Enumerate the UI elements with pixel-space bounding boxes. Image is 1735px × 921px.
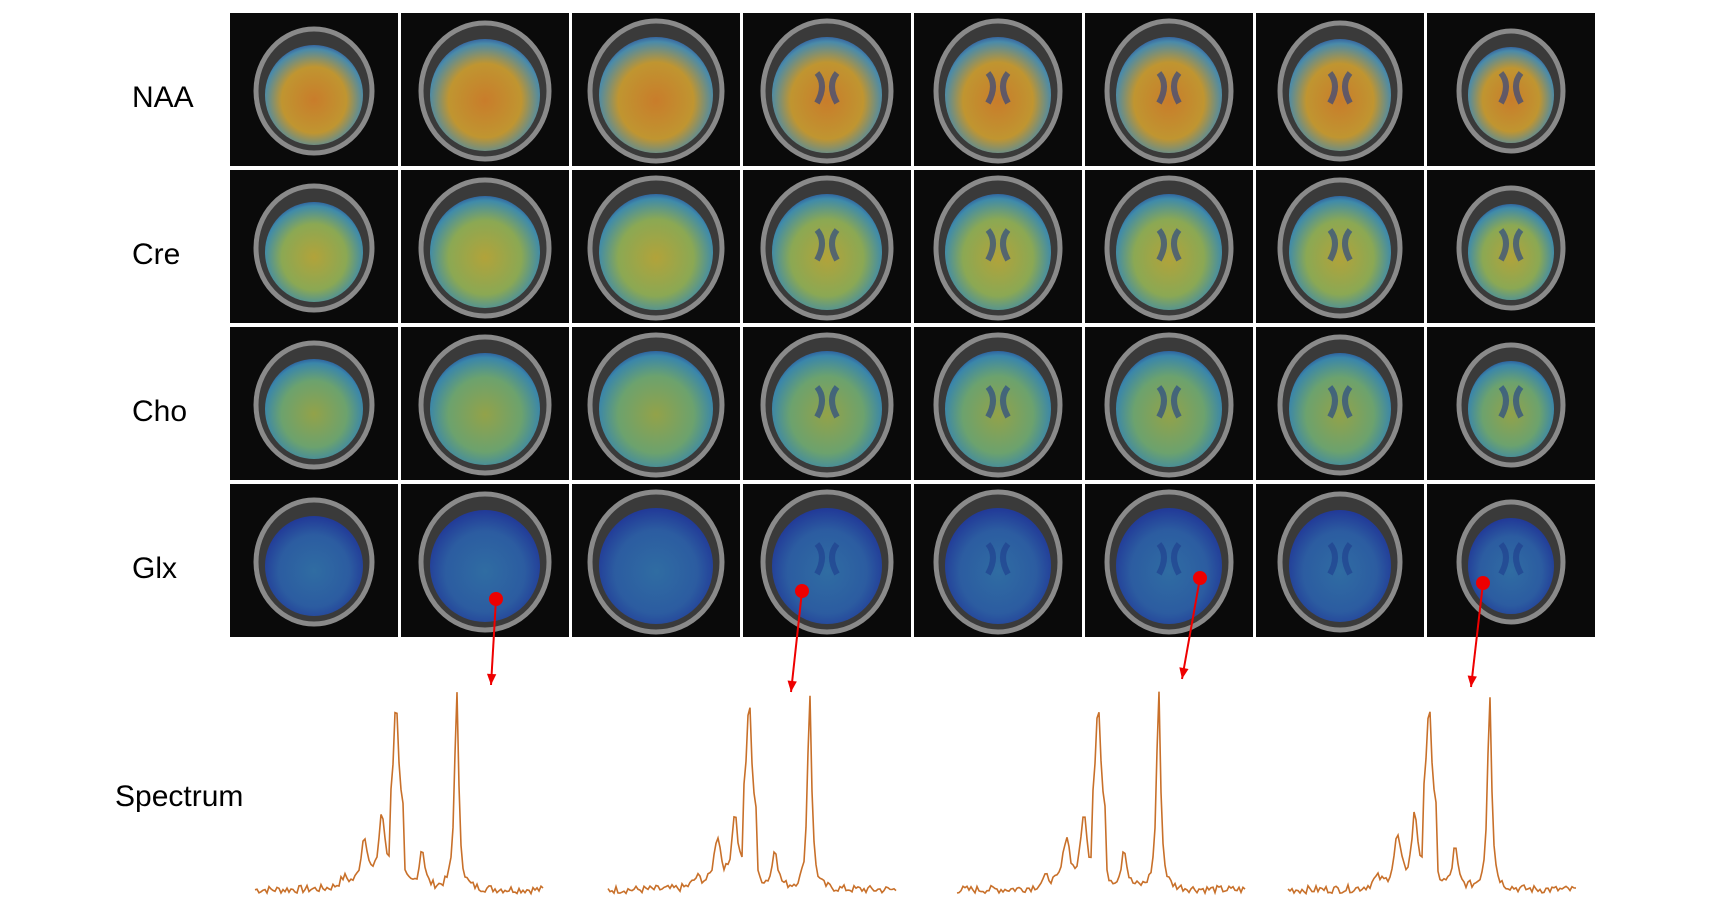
ventricle xyxy=(985,385,1011,419)
ventricle xyxy=(1498,542,1524,576)
metabolite-map xyxy=(1468,204,1554,300)
ventricle xyxy=(1327,385,1353,419)
row-label: Cho xyxy=(132,395,187,428)
ventricle xyxy=(1156,71,1182,105)
arrow-head xyxy=(486,673,497,685)
spectrum-line xyxy=(607,695,897,895)
metabolite-map xyxy=(265,516,363,616)
ventricle xyxy=(1156,385,1182,419)
metabolite-map xyxy=(265,202,363,302)
arrow-head xyxy=(1467,675,1477,687)
row-label: NAA xyxy=(132,81,194,114)
metabolite-map xyxy=(945,37,1051,153)
arrow-head xyxy=(787,680,797,692)
ventricle xyxy=(1498,71,1524,105)
metabolite-map xyxy=(1289,196,1391,308)
ventricle xyxy=(1327,228,1353,262)
arrows xyxy=(486,571,1490,693)
spectrum-line xyxy=(956,691,1246,896)
metabolite-map xyxy=(430,196,540,308)
arrow-shaft xyxy=(1470,582,1484,688)
metabolite-map xyxy=(1116,508,1222,624)
metabolite-map xyxy=(1468,361,1554,457)
ventricle xyxy=(985,228,1011,262)
metabolite-map xyxy=(599,508,713,624)
ventricle xyxy=(814,71,840,105)
spectrum-line xyxy=(254,692,544,896)
metabolite-map xyxy=(265,45,363,145)
metabolite-map xyxy=(1116,194,1222,310)
metabolite-map xyxy=(599,37,713,153)
metabolite-map xyxy=(599,194,713,310)
brain-panels xyxy=(230,13,1595,637)
arrow-shaft xyxy=(490,598,497,686)
metabolite-map xyxy=(772,351,882,467)
metabolite-map xyxy=(772,37,882,153)
metabolite-map xyxy=(1468,518,1554,614)
row-label: Glx xyxy=(132,552,177,585)
row-labels: NAA Cre Cho Glx xyxy=(132,81,194,585)
metabolite-map xyxy=(430,510,540,622)
metabolite-map xyxy=(1289,353,1391,465)
metabolite-map xyxy=(1116,37,1222,153)
metabolite-map xyxy=(430,39,540,151)
ventricle xyxy=(1498,385,1524,419)
metabolite-map xyxy=(1289,510,1391,622)
spectrum-line xyxy=(1287,697,1577,896)
ventricle xyxy=(985,542,1011,576)
metabolite-map xyxy=(945,508,1051,624)
ventricle xyxy=(1327,542,1353,576)
arrow-shaft xyxy=(790,590,803,693)
metabolite-map xyxy=(772,194,882,310)
ventricle xyxy=(985,71,1011,105)
metabolite-map xyxy=(945,351,1051,467)
metabolite-map xyxy=(772,508,882,624)
ventricle xyxy=(814,228,840,262)
arrow-head xyxy=(1179,667,1189,679)
spectra xyxy=(254,691,1577,896)
ventricle xyxy=(814,385,840,419)
spectrum-label: Spectrum xyxy=(115,780,243,813)
ventricle xyxy=(814,542,840,576)
ventricle xyxy=(1498,228,1524,262)
ventricle xyxy=(1156,228,1182,262)
metabolite-map xyxy=(945,194,1051,310)
metabolite-map xyxy=(430,353,540,465)
row-label: Cre xyxy=(132,238,180,271)
metabolite-map xyxy=(1289,39,1391,151)
ventricle xyxy=(1327,71,1353,105)
metabolite-map xyxy=(265,359,363,459)
metabolite-map xyxy=(1468,47,1554,143)
metabolite-map xyxy=(599,351,713,467)
arrow-shaft xyxy=(1181,577,1201,680)
ventricle xyxy=(1156,542,1182,576)
metabolite-map xyxy=(1116,351,1222,467)
